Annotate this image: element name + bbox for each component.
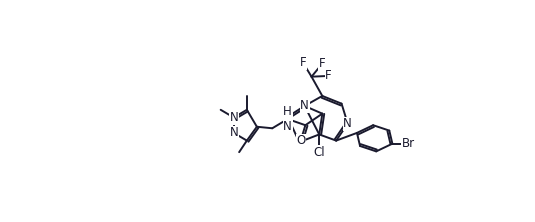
Text: N: N	[230, 126, 238, 139]
Text: N: N	[300, 99, 309, 113]
Text: N: N	[343, 117, 352, 130]
Text: H
N: H N	[284, 105, 292, 133]
Text: O: O	[296, 134, 305, 147]
Text: N: N	[230, 111, 238, 124]
Text: N: N	[284, 110, 292, 123]
Text: Br: Br	[402, 137, 415, 150]
Text: Cl: Cl	[314, 146, 325, 159]
Text: F: F	[300, 56, 307, 69]
Text: F: F	[325, 69, 332, 82]
Text: F: F	[319, 57, 326, 70]
